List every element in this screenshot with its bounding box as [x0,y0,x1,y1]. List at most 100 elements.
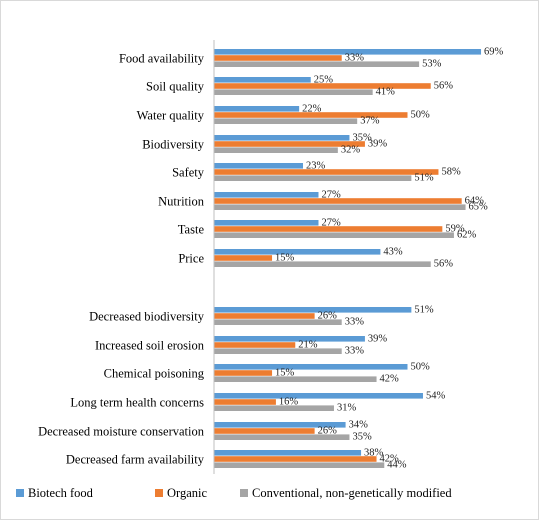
bar-organic-water-quality [214,112,408,118]
data-label-conventional-non-genetically-modified-decreased-farm-availability: 44% [387,460,407,471]
data-label-organic-water-quality: 50% [411,110,431,121]
data-label-conventional-non-genetically-modified-decreased-biodiversity: 33% [345,317,365,328]
data-label-conventional-non-genetically-modified-chemical-poisoning: 42% [380,374,400,385]
data-label-biotech-food-water-quality: 22% [302,103,322,114]
bar-biotech-food-taste [214,220,319,226]
bar-conventional-non-genetically-modified-food-availability [214,61,420,67]
bar-conventional-non-genetically-modified-decreased-biodiversity [214,319,342,325]
data-label-biotech-food-increased-soil-erosion: 39% [368,333,388,344]
data-label-conventional-non-genetically-modified-water-quality: 37% [360,116,380,127]
category-label-food-availability: Food availability [119,52,205,66]
legend-label-organic: Organic [167,486,207,500]
data-label-biotech-food-food-availability: 69% [484,46,504,57]
bar-conventional-non-genetically-modified-nutrition [214,204,466,210]
bar-conventional-non-genetically-modified-price [214,261,431,267]
category-label-water-quality: Water quality [137,109,205,123]
data-label-conventional-non-genetically-modified-increased-soil-erosion: 33% [345,346,365,357]
bar-organic-food-availability [214,55,342,61]
data-label-biotech-food-soil-quality: 25% [314,74,334,85]
category-label-long-term-health-concerns: Long term health concerns [70,396,204,410]
bar-biotech-food-nutrition [214,192,319,198]
data-label-biotech-food-taste: 27% [321,217,341,228]
bar-organic-decreased-biodiversity [214,313,315,319]
legend-label-biotech-food: Biotech food [28,486,94,500]
data-label-organic-long-term-health-concerns: 16% [279,397,299,408]
data-label-organic-price: 15% [275,253,295,264]
legend-swatch-conventional-non-genetically-modified [240,489,248,497]
category-label-decreased-biodiversity: Decreased biodiversity [89,310,205,324]
bar-organic-nutrition [214,198,462,204]
data-label-biotech-food-price: 43% [383,246,403,257]
bar-biotech-food-decreased-farm-availability [214,450,362,456]
category-label-decreased-moisture-conservation: Decreased moisture conservation [38,425,205,439]
data-label-biotech-food-nutrition: 27% [321,189,341,200]
category-label-taste: Taste [178,223,205,237]
bar-biotech-food-food-availability [214,49,482,55]
legend-swatch-organic [155,489,163,497]
data-label-conventional-non-genetically-modified-food-availability: 53% [422,59,442,70]
data-label-biotech-food-long-term-health-concerns: 54% [426,390,446,401]
data-label-biotech-food-decreased-biodiversity: 51% [414,304,434,315]
bar-conventional-non-genetically-modified-decreased-moisture-conservation [214,434,350,440]
legend: Biotech food Organic Conventional, non-gen… [16,486,452,500]
data-labels: 69%33%53%25%56%41%22%50%37%35%39%32%23%5… [275,46,503,470]
bar-organic-chemical-poisoning [214,370,273,376]
category-label-nutrition: Nutrition [158,195,205,209]
data-label-organic-taste: 59% [445,224,465,235]
bar-organic-long-term-health-concerns [214,399,276,405]
bar-organic-taste [214,226,443,232]
data-label-organic-biodiversity: 39% [368,139,388,150]
category-label-price: Price [178,252,204,266]
data-label-conventional-non-genetically-modified-safety: 51% [414,173,434,184]
bar-conventional-non-genetically-modified-soil-quality [214,89,373,95]
bar-organic-decreased-farm-availability [214,456,377,462]
data-label-organic-nutrition: 64% [465,196,485,207]
data-label-biotech-food-safety: 23% [306,160,326,171]
bar-biotech-food-long-term-health-concerns [214,393,423,399]
data-label-biotech-food-decreased-farm-availability: 38% [364,447,384,458]
bar-organic-soil-quality [214,83,431,89]
bar-biotech-food-biodiversity [214,135,350,141]
data-label-organic-chemical-poisoning: 15% [275,368,295,379]
data-label-conventional-non-genetically-modified-decreased-moisture-conservation: 35% [352,432,372,443]
data-label-organic-decreased-biodiversity: 26% [318,311,338,322]
bar-biotech-food-safety [214,163,304,169]
bar-organic-biodiversity [214,141,365,147]
bar-biotech-food-water-quality [214,106,300,112]
data-label-conventional-non-genetically-modified-nutrition: 65% [469,202,489,213]
data-label-biotech-food-biodiversity: 35% [352,132,372,143]
bar-conventional-non-genetically-modified-chemical-poisoning [214,376,377,382]
category-label-biodiversity: Biodiversity [142,138,205,152]
category-label-soil-quality: Soil quality [146,80,205,94]
bars [214,49,482,468]
bar-organic-increased-soil-erosion [214,342,296,348]
data-label-organic-increased-soil-erosion: 21% [298,340,318,351]
bar-conventional-non-genetically-modified-long-term-health-concerns [214,405,334,411]
data-label-conventional-non-genetically-modified-taste: 62% [457,230,477,241]
data-label-biotech-food-decreased-moisture-conservation: 34% [349,419,369,430]
category-label-decreased-farm-availability: Decreased farm availability [66,453,205,467]
data-label-organic-decreased-moisture-conservation: 26% [318,426,338,437]
bar-biotech-food-decreased-biodiversity [214,307,412,313]
category-labels: Food availability Soil quality Water quali… [38,52,205,467]
bar-conventional-non-genetically-modified-safety [214,175,412,181]
bar-conventional-non-genetically-modified-water-quality [214,118,358,124]
category-label-increased-soil-erosion: Increased soil erosion [95,339,205,353]
bar-conventional-non-genetically-modified-taste [214,232,454,238]
category-label-safety: Safety [172,166,205,180]
data-label-conventional-non-genetically-modified-soil-quality: 41% [376,87,396,98]
data-label-biotech-food-chemical-poisoning: 50% [411,361,431,372]
bar-conventional-non-genetically-modified-biodiversity [214,147,338,153]
data-label-conventional-non-genetically-modified-long-term-health-concerns: 31% [337,403,357,414]
bar-organic-decreased-moisture-conservation [214,428,315,434]
legend-swatch-biotech-food [16,489,24,497]
bar-organic-price [214,255,273,261]
bar-conventional-non-genetically-modified-increased-soil-erosion [214,348,342,354]
data-label-conventional-non-genetically-modified-biodiversity: 32% [341,145,361,156]
category-label-chemical-poisoning: Chemical poisoning [104,367,205,381]
data-label-organic-decreased-farm-availability: 42% [380,454,400,465]
data-label-organic-safety: 58% [441,167,461,178]
legend-label-conventional-non-genetically-modified: Conventional, non-genetically modified [252,486,452,500]
bar-conventional-non-genetically-modified-decreased-farm-availability [214,462,385,468]
